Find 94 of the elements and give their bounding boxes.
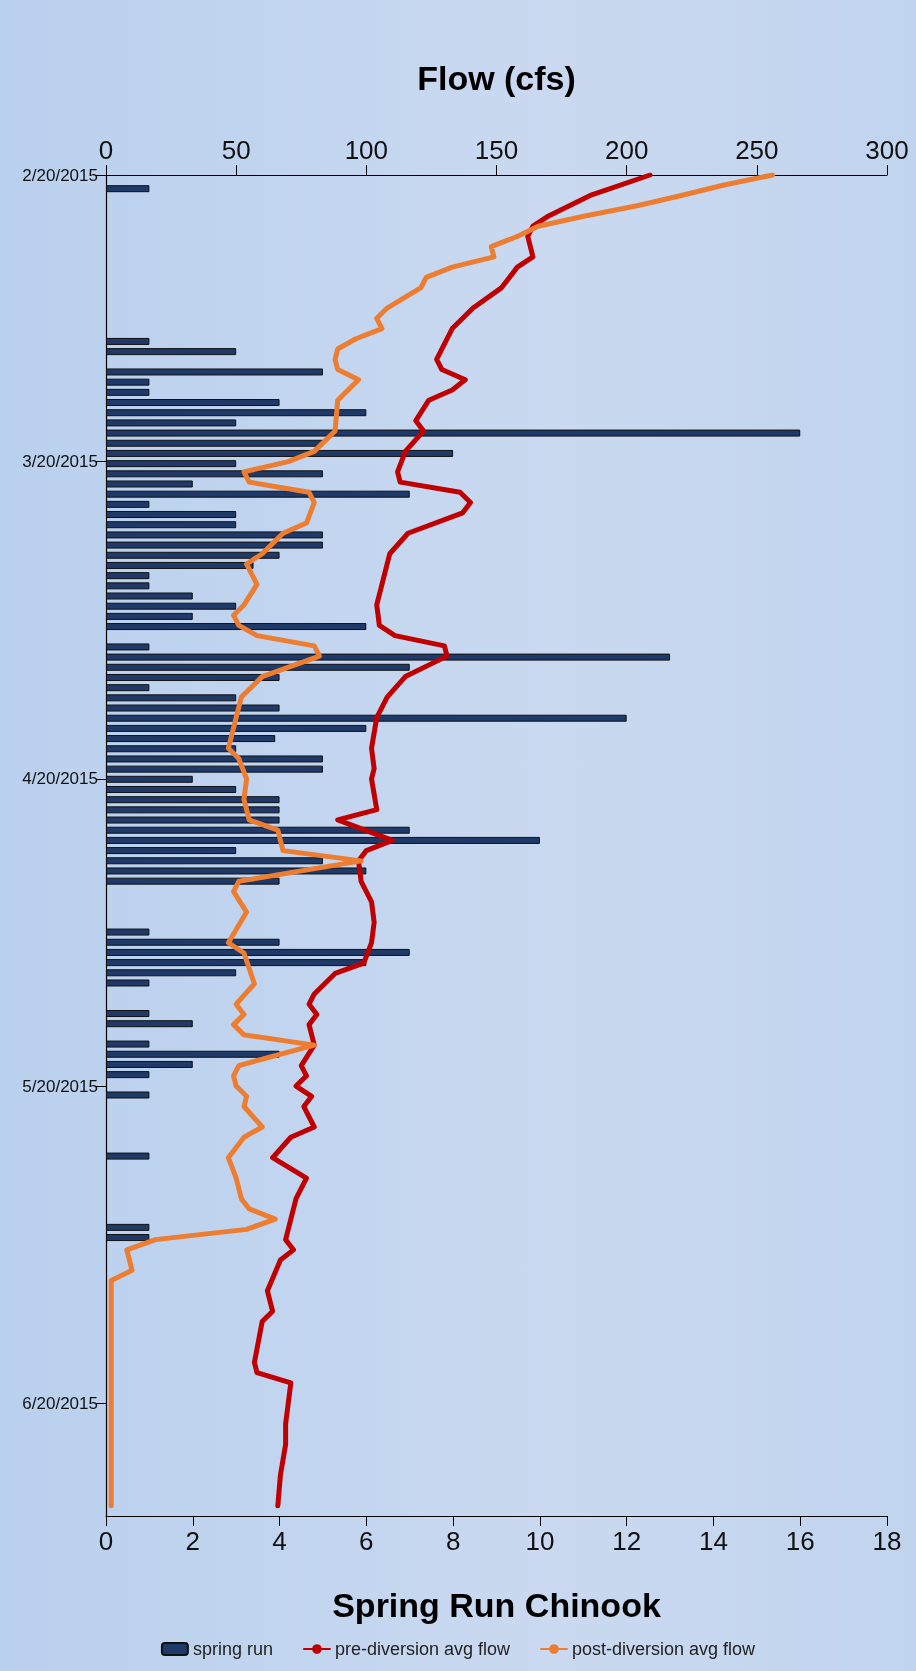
bar <box>106 592 193 600</box>
bar <box>106 806 280 814</box>
x-tick-label: 10 <box>525 1526 555 1556</box>
bar <box>106 643 150 651</box>
x-tick-label: 0 <box>98 1526 114 1556</box>
bar <box>106 714 627 722</box>
legend-label: pre-diversion avg flow <box>334 1639 512 1659</box>
x2-axis-title: Flow (cfs) <box>417 59 576 97</box>
bar <box>106 673 280 681</box>
y-tick-label: 3/20/2015 <box>22 452 98 472</box>
bar <box>106 480 193 488</box>
bar <box>106 399 280 407</box>
x2-tick-label: 200 <box>604 135 649 165</box>
bar <box>106 816 280 824</box>
bar <box>106 1091 150 1099</box>
bar <box>106 460 237 468</box>
x2-tick-label: 50 <box>221 135 251 165</box>
x2-tick-label: 150 <box>474 135 519 165</box>
y-tick-label: 6/20/2015 <box>22 1393 98 1413</box>
bar <box>106 582 150 590</box>
x-tick-label: 6 <box>359 1526 374 1556</box>
x2-tick-label: 100 <box>344 135 389 165</box>
x2-tick-label: 250 <box>735 135 779 165</box>
bar <box>106 836 540 844</box>
x2-tick-label: 300 <box>865 135 909 165</box>
bar <box>106 623 367 631</box>
bar <box>106 1060 193 1068</box>
bar <box>106 368 323 376</box>
bar <box>106 388 150 396</box>
bar <box>106 847 237 855</box>
bar <box>106 735 276 743</box>
y-tick-label: 4/20/2015 <box>22 769 98 789</box>
bar <box>106 948 410 956</box>
bar <box>106 561 254 569</box>
bar <box>106 745 237 753</box>
bar <box>106 826 410 834</box>
bar <box>106 378 150 386</box>
bar <box>106 419 237 427</box>
bar <box>106 511 237 519</box>
y-tick-label: 2/20/2015 <box>22 165 98 185</box>
bar <box>106 612 193 620</box>
bar <box>106 694 237 702</box>
bar <box>106 500 150 508</box>
x-tick-label: 8 <box>445 1526 461 1556</box>
bar <box>106 1040 150 1048</box>
x-tick-label: 18 <box>872 1526 902 1556</box>
bar <box>106 1010 150 1018</box>
bar <box>106 1050 280 1058</box>
bar <box>106 337 150 345</box>
bar <box>106 775 193 783</box>
bar <box>106 449 454 457</box>
bar <box>106 857 323 865</box>
bar <box>106 1152 150 1160</box>
bar <box>106 572 150 580</box>
bar <box>106 531 323 539</box>
x-tick-label: 2 <box>185 1526 201 1556</box>
bar <box>106 551 280 559</box>
bar <box>106 490 410 498</box>
bar <box>106 969 237 977</box>
bar <box>106 439 323 447</box>
bar <box>106 663 410 671</box>
bar <box>106 1071 150 1079</box>
bar <box>106 348 237 356</box>
bar <box>106 521 237 529</box>
bar <box>106 409 367 417</box>
bar <box>106 755 323 763</box>
bar <box>106 684 150 692</box>
bar <box>106 785 237 793</box>
bar <box>106 653 671 661</box>
bar <box>106 979 150 987</box>
y-tick-label: 5/20/2015 <box>22 1076 98 1096</box>
bar <box>106 765 323 773</box>
bar <box>106 1223 150 1231</box>
x-tick-label: 14 <box>698 1526 728 1556</box>
x-tick-label: 4 <box>272 1526 287 1556</box>
bar <box>106 1234 150 1242</box>
bar <box>106 938 280 946</box>
bar <box>106 928 150 936</box>
legend-label: spring run <box>192 1639 273 1659</box>
bar <box>106 602 237 610</box>
bar <box>106 704 280 712</box>
bar <box>106 429 801 437</box>
bar <box>106 724 367 732</box>
bar <box>106 541 323 549</box>
bar <box>106 1020 193 1028</box>
x-tick-label: 16 <box>785 1526 815 1556</box>
legend-label: post-diversion avg flow <box>572 1639 757 1659</box>
bar <box>106 185 150 193</box>
x2-tick-label: 0 <box>98 135 114 165</box>
bar <box>106 959 367 967</box>
bar <box>106 796 280 804</box>
bar <box>106 470 323 478</box>
x-tick-label: 12 <box>612 1526 642 1556</box>
x-axis-title: Spring Run Chinook <box>332 1586 661 1624</box>
